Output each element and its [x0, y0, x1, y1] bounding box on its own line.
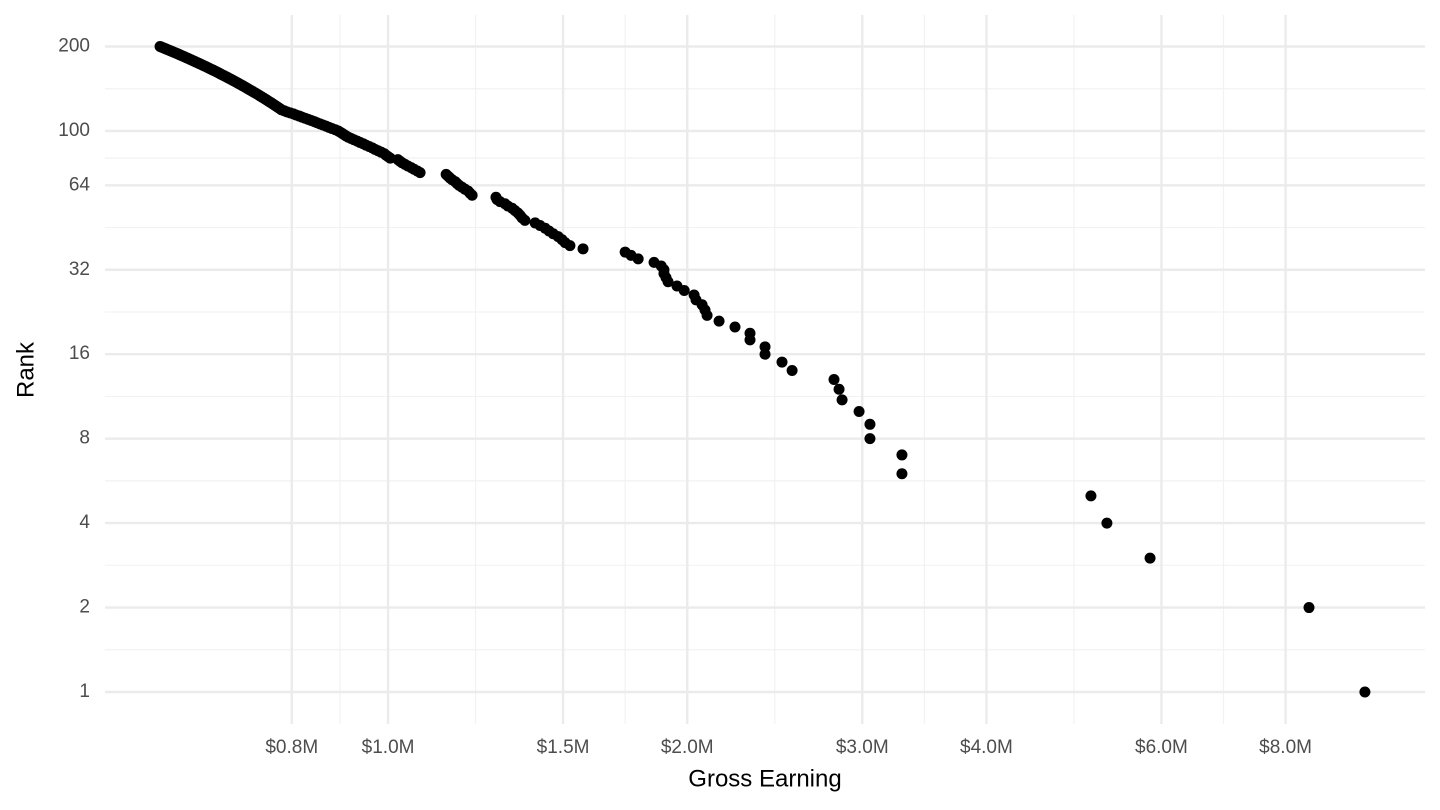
point [440, 168, 452, 180]
x-tick-label: $0.8M [265, 737, 318, 758]
x-tick-label: $4.0M [960, 737, 1013, 758]
x-tick-label: $8.0M [1259, 737, 1312, 758]
point [896, 449, 908, 461]
points [154, 40, 1371, 698]
point [1359, 686, 1371, 698]
x-tick-label: $2.0M [661, 737, 714, 758]
point [853, 405, 865, 417]
point [619, 246, 631, 258]
x-tick-label: $3.0M [836, 737, 889, 758]
point [490, 191, 502, 203]
y-tick-label: 8 [79, 428, 90, 449]
point [864, 433, 876, 445]
point [1303, 602, 1315, 614]
point [688, 289, 700, 301]
point [648, 256, 660, 268]
point [836, 394, 848, 406]
point [744, 327, 756, 339]
point [529, 217, 541, 229]
point [729, 321, 741, 333]
point [864, 418, 876, 430]
point [713, 315, 725, 327]
y-tick-label: 100 [58, 120, 90, 141]
x-tick-label: $6.0M [1135, 737, 1188, 758]
point [828, 374, 840, 386]
y-tick-label: 16 [69, 343, 90, 364]
x-axis-title: Gross Earning [688, 765, 841, 792]
x-tick-label: $1.0M [362, 737, 415, 758]
y-tick-label: 32 [69, 259, 90, 280]
point [896, 468, 908, 480]
point [1085, 490, 1097, 502]
y-tick-label: 4 [79, 512, 90, 533]
point [833, 383, 845, 395]
point [786, 364, 798, 376]
y-tick-label: 200 [58, 36, 90, 57]
point [759, 341, 771, 353]
grid [105, 15, 1425, 724]
point [1101, 517, 1113, 529]
point [154, 40, 166, 52]
x-tick-label: $1.5M [537, 737, 590, 758]
point [577, 243, 589, 255]
point [671, 280, 683, 292]
ticks: $0.8M $1.0M $1.5M $2.0M $3.0M $4.0M $6.0M $8.0M… [58, 36, 1312, 759]
y-axis-title: Rank [12, 341, 39, 398]
y-tick-label: 1 [79, 681, 90, 702]
y-tick-label: 64 [69, 174, 91, 195]
y-tick-label: 2 [79, 597, 90, 618]
point [776, 356, 788, 368]
point [1144, 552, 1156, 564]
